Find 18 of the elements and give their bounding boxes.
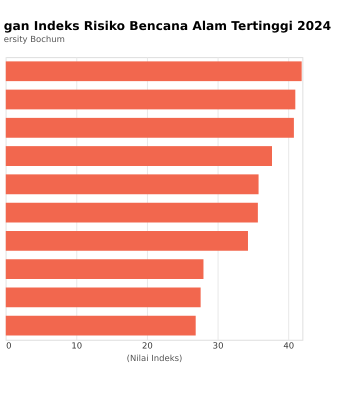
bar [6, 61, 302, 82]
bar [6, 259, 204, 279]
chart-title: gan Indeks Risiko Bencana Alam Tertinggi 2024 [4, 18, 332, 33]
bar [6, 316, 196, 336]
chart-subtitle: ersity Bochum [4, 34, 65, 44]
bar [6, 90, 296, 110]
bar [6, 118, 294, 138]
x-tick-label: 20 [142, 340, 153, 351]
bar [6, 230, 248, 251]
x-tick-label: 30 [212, 340, 224, 351]
bar [6, 202, 258, 222]
x-axis-title: (Nilai Indeks) [126, 352, 182, 363]
bar [6, 287, 201, 308]
x-tick-label: 10 [71, 340, 82, 351]
bar [6, 174, 259, 194]
x-tick-label: 40 [283, 340, 294, 351]
bar [6, 146, 272, 166]
x-tick-label: 0 [6, 340, 12, 351]
